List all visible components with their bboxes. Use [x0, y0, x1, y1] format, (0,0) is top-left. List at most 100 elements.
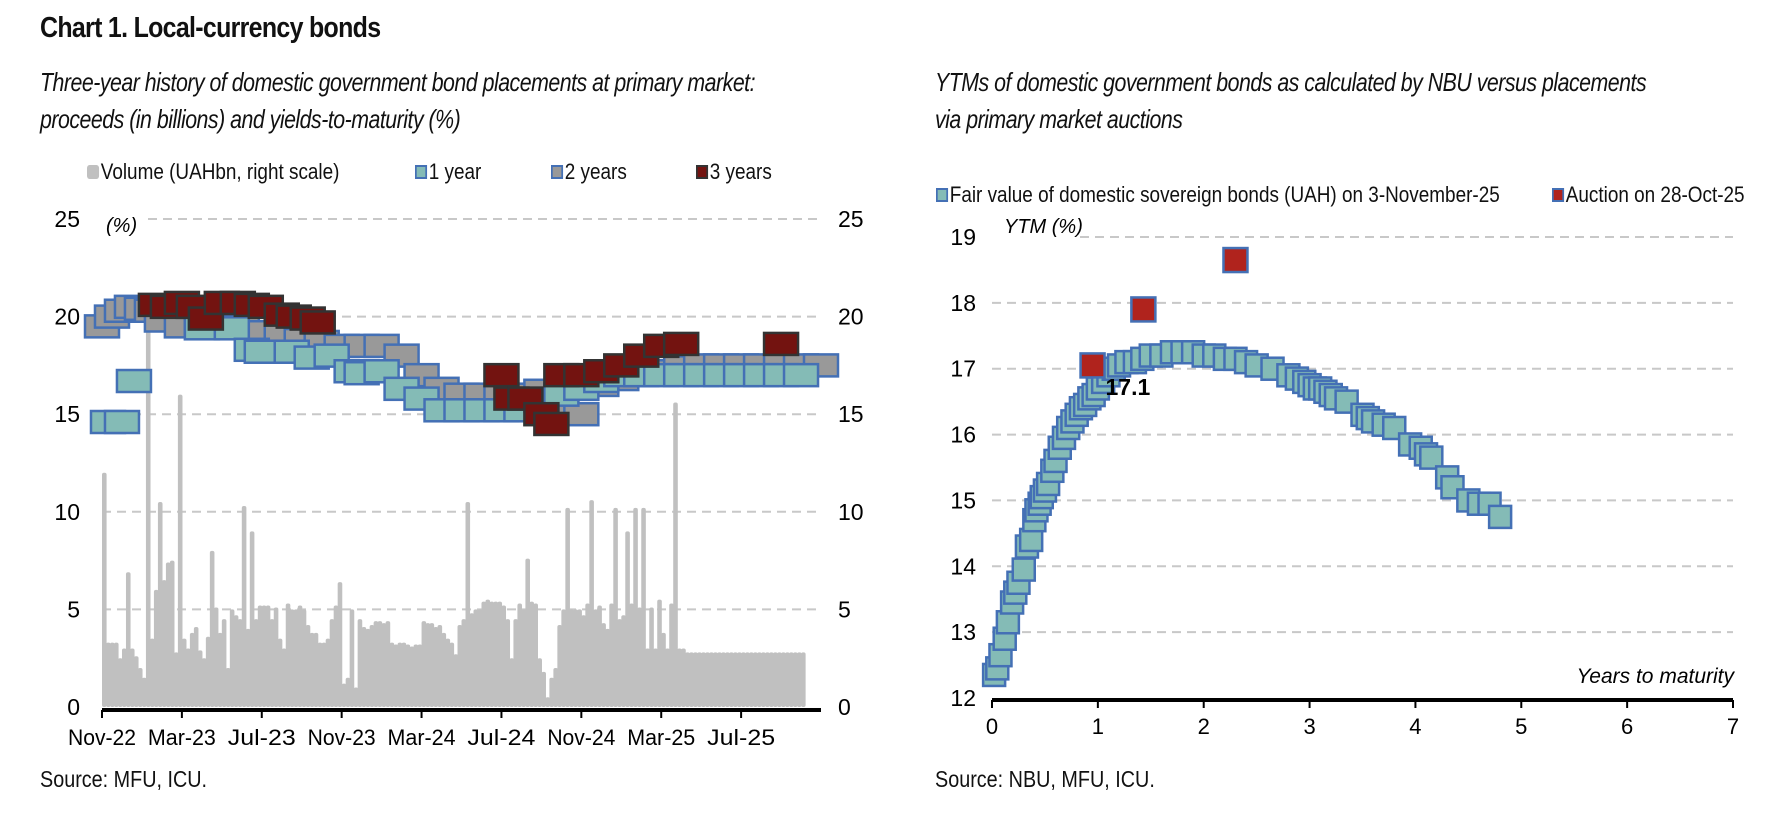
x-tick-label: Nov-24	[547, 725, 615, 750]
volume-bar	[321, 642, 327, 707]
volume-bar	[445, 638, 451, 707]
y-tick-label: 19	[950, 224, 976, 250]
volume-bar	[157, 502, 163, 707]
volume-bar	[685, 652, 690, 707]
y-tick-label-left: 5	[67, 596, 80, 622]
volume-bar	[665, 648, 670, 707]
volume-bar	[521, 609, 527, 707]
point-3-years	[483, 362, 520, 388]
volume-bar	[621, 615, 626, 707]
right-chart-gridlines	[992, 236, 1733, 634]
volume-bar	[697, 652, 702, 707]
volume-bar	[373, 621, 379, 707]
volume-bar	[277, 638, 283, 707]
legend-item-3-years: 3 years	[696, 159, 772, 185]
auction-point	[1079, 352, 1106, 379]
volume-bar	[213, 607, 219, 707]
volume-bar	[125, 572, 131, 707]
volume-bar	[449, 642, 455, 707]
volume-bar	[209, 550, 215, 707]
volume-bar	[441, 632, 447, 707]
left-chart-y-unit-label: (%)	[106, 215, 137, 237]
volume-bar	[493, 601, 499, 707]
volume-bar	[729, 652, 734, 707]
y-tick-label-right: 5	[838, 596, 851, 622]
volume-bar	[553, 667, 558, 707]
volume-bar	[389, 642, 395, 707]
volume-bar	[793, 652, 798, 707]
right-chart-subtitle-rest: of domestic government bonds as calculat…	[988, 67, 1647, 97]
volume-bar	[289, 609, 295, 707]
volume-bar	[109, 642, 115, 707]
volume-bar	[337, 582, 343, 707]
volume-bar	[149, 638, 155, 707]
volume-bar	[265, 605, 271, 707]
legend-label-1-year: 1 year	[428, 159, 482, 184]
volume-bar	[741, 652, 746, 707]
volume-bar	[401, 642, 407, 707]
volume-bar	[785, 652, 790, 707]
right-chart-y-axis-title: YTM (%)	[1004, 216, 1083, 238]
y-tick-label: 14	[950, 553, 976, 579]
volume-bar	[261, 605, 267, 707]
volume-bar	[477, 609, 483, 707]
volume-bar	[305, 625, 311, 707]
volume-bar	[221, 619, 227, 707]
y-tick-label-left: 10	[54, 499, 80, 525]
volume-bar	[397, 642, 403, 707]
volume-bar	[325, 638, 331, 707]
volume-bar	[241, 505, 247, 707]
volume-bar	[361, 626, 367, 707]
volume-bar	[461, 619, 467, 707]
x-tick-label: Jul-24	[467, 725, 535, 750]
volume-bar	[617, 619, 622, 707]
y-tick-label-left: 25	[54, 206, 80, 232]
legend-label-3-years: 3 years	[709, 159, 772, 184]
volume-bar	[465, 502, 471, 707]
volume-bar	[513, 619, 519, 707]
volume-bar	[309, 632, 315, 707]
legend-swatch-fair-value	[936, 188, 949, 202]
legend-label-fair-value: Fair value of domestic sovereign bonds (…	[949, 182, 1500, 207]
right-chart-subtitle-line2: via primary market auctions	[935, 104, 1183, 134]
volume-bar	[429, 623, 435, 707]
page-title: Chart 1. Local-currency bonds	[40, 12, 381, 44]
volume-bar	[757, 652, 762, 707]
legend-swatch-volume	[87, 165, 100, 179]
volume-bar	[645, 648, 650, 707]
y-tick-label: 13	[950, 619, 976, 645]
x-tick-label: 5	[1515, 714, 1527, 739]
volume-bar	[761, 652, 766, 707]
volume-bar	[281, 648, 287, 707]
volume-bar	[417, 644, 423, 707]
volume-bar	[625, 531, 630, 707]
volume-bar	[581, 615, 586, 707]
volume-bar	[677, 648, 682, 707]
point-1-year	[782, 362, 820, 388]
volume-bar	[341, 683, 347, 707]
volume-bar	[601, 623, 606, 707]
volume-bar	[485, 599, 491, 707]
volume-bar	[133, 656, 139, 707]
legend-label-volume: Volume (UAHbn, right scale)	[100, 159, 340, 184]
volume-bar	[525, 558, 531, 707]
volume-bar	[229, 609, 235, 707]
point-1-year	[115, 368, 153, 394]
volume-bar	[749, 652, 754, 707]
left-chart-subtitle-line1: Three-year history of domestic governmen…	[40, 67, 756, 97]
x-tick-label: 4	[1409, 714, 1421, 739]
volume-bar	[549, 677, 554, 707]
volume-bar	[253, 619, 259, 707]
volume-bar	[733, 652, 738, 707]
left-chart-source: Source: MFU, ICU.	[40, 766, 208, 792]
volume-bar	[245, 628, 251, 707]
volume-bar	[689, 652, 694, 707]
volume-bar	[573, 609, 578, 707]
volume-bar	[501, 605, 507, 707]
legend-label-2-years: 2 years	[564, 159, 627, 184]
volume-bar	[589, 500, 594, 707]
volume-bar	[613, 507, 618, 707]
volume-bar	[633, 507, 638, 707]
volume-bar	[173, 652, 179, 707]
